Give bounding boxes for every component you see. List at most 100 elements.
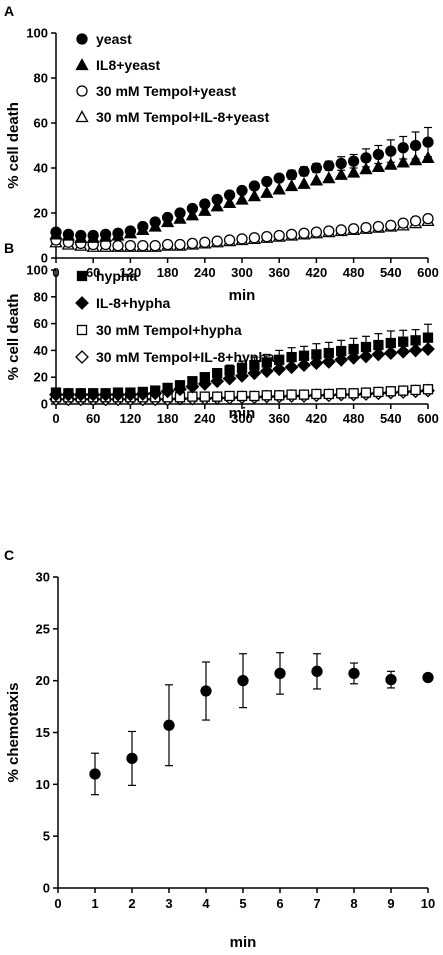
x-tick-label: 60 [86, 265, 100, 280]
data-point [187, 376, 198, 387]
data-point [398, 336, 409, 347]
x-tick-label: 180 [157, 265, 179, 280]
data-point [199, 391, 210, 402]
data-point [199, 372, 210, 383]
x-axis-label: min [229, 405, 256, 422]
data-point [186, 237, 199, 250]
data-point [224, 365, 235, 376]
legend-marker [75, 58, 89, 71]
data-point [124, 225, 137, 237]
legend-marker [75, 110, 89, 123]
data-point [273, 229, 285, 242]
data-point [100, 388, 111, 399]
data-point [223, 189, 236, 201]
data-point [112, 227, 124, 239]
data-point [89, 768, 101, 780]
data-point [422, 671, 434, 684]
y-tick-label: 60 [34, 116, 48, 131]
data-point [149, 239, 161, 252]
data-point [99, 228, 112, 241]
data-point [385, 219, 397, 232]
x-tick-label: 0 [52, 411, 59, 426]
data-point [186, 202, 199, 215]
data-point [198, 203, 212, 216]
data-point [236, 233, 248, 245]
data-point [163, 719, 175, 731]
panel-a: A020406080100060120180240300360420480540… [4, 3, 439, 304]
data-point [360, 152, 372, 164]
x-tick-label: 540 [380, 411, 402, 426]
data-point [410, 384, 421, 396]
data-point [360, 221, 372, 234]
data-point [297, 176, 311, 189]
data-point [236, 184, 248, 197]
data-point [371, 160, 385, 173]
data-point [348, 343, 359, 355]
data-point [273, 172, 285, 184]
data-point [397, 142, 409, 154]
series-1 [50, 126, 434, 242]
data-point [112, 387, 124, 398]
panel-c: C 0 5 10 15 20 25 30 0 1 2 3 4 5 6 7 8 9 10 min % chemotaxis [4, 547, 435, 951]
data-point [335, 157, 347, 170]
data-point [310, 226, 323, 238]
data-point [373, 386, 384, 398]
x-tick-label: 420 [306, 265, 328, 280]
x-tick-label: 600 [417, 265, 439, 280]
legend-marker [76, 324, 88, 336]
x-tick-label: 7 [313, 896, 320, 911]
y-tick-label: 30 [36, 570, 50, 585]
data-point [372, 148, 385, 161]
data-point [311, 665, 323, 677]
data-point [360, 387, 372, 398]
data-point [272, 182, 286, 195]
x-tick-label: 6 [276, 896, 283, 911]
data-point [323, 160, 335, 172]
y-tick-label: 20 [34, 206, 48, 221]
data-point [336, 388, 347, 399]
y-tick-label: 40 [34, 161, 48, 176]
data-point [212, 391, 223, 402]
data-point [137, 386, 148, 398]
data-point [261, 357, 272, 368]
x-tick-label: 360 [268, 411, 290, 426]
x-tick-label: 480 [343, 265, 365, 280]
x-tick-label: 240 [194, 411, 216, 426]
data-point [385, 673, 397, 686]
x-tick-label: 300 [231, 411, 253, 426]
data-point [274, 390, 285, 401]
x-axis-label: min [229, 287, 256, 304]
data-point [249, 359, 260, 371]
data-point [298, 165, 310, 178]
data-point [360, 341, 372, 353]
data-point [199, 236, 211, 248]
y-tick-label: 0 [41, 251, 48, 266]
panel-letter: C [4, 547, 14, 563]
data-point [236, 390, 248, 402]
data-point [62, 228, 75, 241]
y-tick-label: 5 [43, 829, 50, 844]
data-point [75, 388, 86, 399]
x-tick-label: 1 [91, 896, 98, 911]
data-point [359, 162, 373, 175]
legend-entry: IL8+yeast [96, 57, 161, 73]
data-point [422, 136, 434, 148]
data-point [161, 211, 174, 224]
data-point [284, 360, 299, 375]
data-point [409, 139, 422, 152]
data-point [285, 169, 298, 181]
series-1 [89, 652, 434, 796]
data-point [137, 220, 149, 233]
data-point [63, 388, 74, 399]
data-point [396, 155, 410, 168]
x-tick-label: 120 [120, 265, 142, 280]
y-tick-label: 25 [36, 621, 50, 636]
y-tick-label: 100 [26, 263, 48, 278]
y-tick-label: 20 [34, 370, 48, 385]
data-point [211, 235, 223, 247]
data-point [174, 207, 186, 219]
y-axis-label: % cell death [5, 294, 22, 381]
data-point [421, 151, 435, 164]
